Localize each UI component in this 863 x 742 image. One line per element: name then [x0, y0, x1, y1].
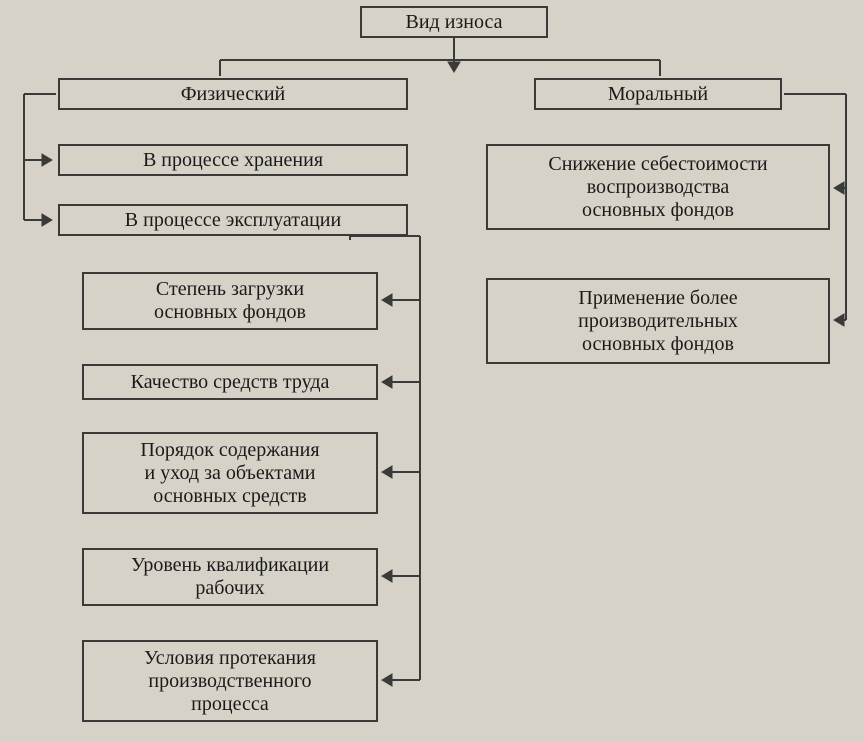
node-f5: Условия протеканияпроизводственногопроце… [82, 640, 378, 722]
node-phys: Физический [58, 78, 408, 110]
node-f2: Качество средств труда [82, 364, 378, 400]
node-phys_a: В процессе хранения [58, 144, 408, 176]
node-f3: Порядок содержанияи уход за объектамиосн… [82, 432, 378, 514]
node-moral: Моральный [534, 78, 782, 110]
node-phys_b: В процессе эксплуатации [58, 204, 408, 236]
node-f4: Уровень квалификациирабочих [82, 548, 378, 606]
node-root: Вид износа [360, 6, 548, 38]
node-moral_a: Снижение себестоимостивоспроизводстваосн… [486, 144, 830, 230]
node-f1: Степень загрузкиосновных фондов [82, 272, 378, 330]
node-moral_b: Применение болеепроизводительныхосновных… [486, 278, 830, 364]
